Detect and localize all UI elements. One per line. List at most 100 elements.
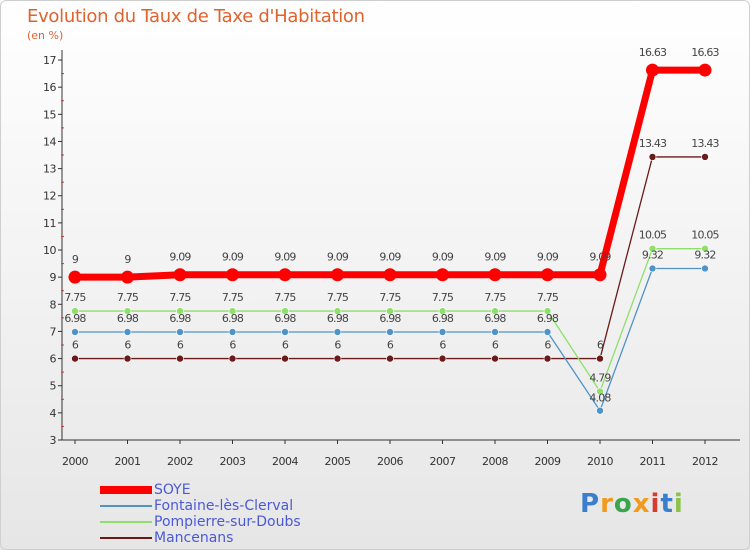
data-point (278, 268, 292, 282)
data-label: 6.98 (327, 312, 349, 325)
data-point (386, 328, 394, 336)
y-tick-label: 11 (43, 217, 56, 230)
y-tick-label: 13 (43, 163, 56, 176)
data-point (488, 268, 502, 282)
data-point (701, 264, 709, 273)
data-label: 9.09 (274, 251, 296, 264)
logo-letter: x (632, 489, 651, 519)
data-label: 6 (544, 339, 551, 352)
y-tick-label: 8 (50, 298, 57, 311)
y-tick-label: 6 (50, 353, 57, 366)
x-tick-label: 2011 (640, 455, 666, 468)
data-label: 6.98 (274, 312, 296, 325)
data-point (123, 354, 132, 363)
data-point (228, 354, 237, 363)
data-label: 9.09 (537, 251, 559, 264)
x-tick-label: 2005 (325, 455, 351, 468)
data-label: 6 (282, 339, 289, 352)
legend-swatch-fontaine (100, 505, 152, 507)
data-point (541, 268, 554, 282)
legend-label-pompierre: Pompierre-sur-Doubs (154, 514, 301, 530)
x-tick-label: 2002 (167, 455, 193, 468)
data-label: 6 (439, 339, 446, 352)
x-tick-label: 2000 (62, 455, 88, 468)
data-label: 16.63 (639, 46, 667, 59)
data-label: 9.09 (432, 251, 454, 264)
data-point (596, 354, 604, 363)
data-point (543, 354, 552, 363)
data-point (68, 270, 82, 284)
legend-label-soye: SOYE (154, 482, 191, 498)
data-point (701, 153, 709, 161)
logo-letter: t (660, 489, 674, 519)
data-point (228, 328, 237, 336)
data-point (491, 354, 499, 363)
data-point (438, 307, 447, 315)
data-point (543, 328, 552, 336)
data-point (438, 354, 447, 363)
data-point (701, 244, 709, 253)
data-label: 9.09 (327, 251, 349, 264)
data-label: 10.05 (691, 229, 719, 242)
y-tick-label: 5 (50, 380, 57, 393)
data-label: 6 (229, 339, 236, 352)
y-tick-label: 10 (43, 244, 56, 257)
data-point (281, 307, 289, 315)
data-point (646, 63, 659, 77)
y-tick-label: 3 (50, 434, 57, 447)
legend-label-fontaine: Fontaine-lès-Clerval (154, 498, 294, 514)
data-point (543, 307, 552, 315)
data-label: 6 (72, 339, 79, 352)
data-label: 4.79 (589, 371, 611, 384)
x-tick-label: 2012 (692, 455, 718, 468)
x-tick-label: 2009 (535, 455, 561, 468)
data-point (386, 354, 394, 363)
data-label: 6 (387, 339, 394, 352)
data-label: 7.75 (327, 291, 349, 304)
y-tick-label: 17 (43, 54, 56, 67)
data-point (438, 328, 447, 336)
data-point (491, 307, 499, 315)
data-label: 6 (177, 339, 184, 352)
legend-swatch-soye (100, 486, 152, 494)
data-label: 13.43 (691, 137, 719, 150)
data-label: 7.75 (222, 291, 244, 304)
x-tick-label: 2010 (587, 455, 613, 468)
data-point (71, 354, 79, 363)
data-label: 6.98 (64, 312, 86, 325)
x-tick-label: 2004 (272, 455, 298, 468)
data-point (333, 328, 342, 336)
data-point (648, 153, 657, 161)
x-tick-label: 2008 (482, 455, 508, 468)
data-label: 4.08 (589, 392, 611, 405)
data-point (333, 307, 342, 315)
chart-title: Evolution du Taux de Taxe d'Habitation (27, 6, 365, 27)
logo-letter: i (650, 489, 661, 519)
series-line-soye (71, 66, 709, 281)
data-label: 7.75 (169, 291, 191, 304)
x-tick-label: 2001 (115, 455, 141, 468)
data-label: 6.98 (484, 312, 506, 325)
data-label: 7.75 (117, 291, 139, 304)
data-point (491, 328, 499, 336)
x-tick-label: 2006 (377, 455, 403, 468)
data-label: 6.98 (117, 312, 139, 325)
data-label: 7.75 (537, 291, 559, 304)
data-label: 6 (124, 339, 131, 352)
y-tick-label: 16 (43, 81, 56, 94)
data-label: 9.32 (642, 248, 663, 261)
data-label: 13.43 (639, 137, 667, 150)
data-point (176, 307, 184, 315)
chart-canvas: 3 4 5 6 7 8 9 10 11 12 13 14 15 16 17 2000 2001 2002 2003 2… (43, 46, 740, 468)
y-tick-label: 14 (43, 135, 56, 148)
y-tick-label: 15 (43, 108, 56, 121)
chart-subtitle: (en %) (27, 29, 64, 42)
y-tick-label: 7 (50, 325, 57, 338)
data-label: 9 (124, 253, 131, 266)
legend-swatch-pompierre (100, 521, 152, 523)
data-point (173, 268, 187, 282)
data-point (176, 328, 184, 336)
x-tick-label: 2007 (430, 455, 456, 468)
logo-letter: P (580, 489, 601, 519)
data-label: 9.32 (694, 248, 715, 261)
